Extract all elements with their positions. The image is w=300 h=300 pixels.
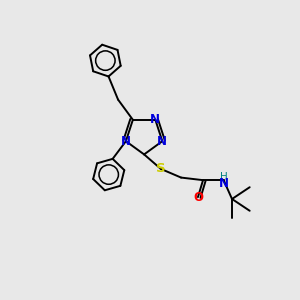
Text: N: N bbox=[121, 135, 131, 148]
Text: O: O bbox=[193, 190, 203, 204]
Text: N: N bbox=[157, 135, 167, 148]
Text: S: S bbox=[156, 162, 166, 176]
Text: N: N bbox=[150, 113, 161, 126]
Text: H: H bbox=[220, 172, 227, 182]
Text: N: N bbox=[219, 177, 229, 190]
